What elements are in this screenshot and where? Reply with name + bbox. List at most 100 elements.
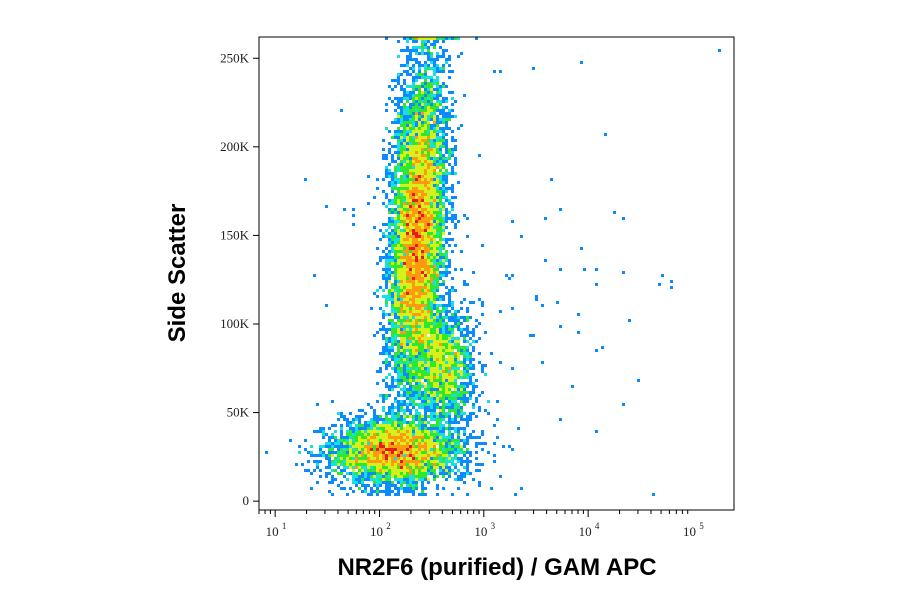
density-cell <box>406 439 409 442</box>
density-cell <box>400 337 403 340</box>
density-cell <box>433 163 436 166</box>
density-cell <box>451 421 454 424</box>
density-cell <box>433 433 436 436</box>
density-cell <box>469 472 472 475</box>
density-cell <box>409 298 412 301</box>
density-cell <box>403 175 406 178</box>
density-cell <box>418 346 421 349</box>
density-cell <box>427 262 430 265</box>
density-cell <box>442 214 445 217</box>
density-cell <box>352 430 355 433</box>
density-cell <box>388 478 391 481</box>
density-cell <box>412 166 415 169</box>
density-cell <box>340 451 343 454</box>
density-cell <box>391 88 394 91</box>
density-cell <box>460 361 463 364</box>
density-cell <box>442 256 445 259</box>
density-cell <box>412 121 415 124</box>
density-cell <box>343 457 346 460</box>
density-cell <box>391 436 394 439</box>
density-cell <box>391 349 394 352</box>
density-cell <box>382 475 385 478</box>
density-cell <box>415 73 418 76</box>
density-cell <box>409 85 412 88</box>
y-tick-label: 100K <box>220 316 250 331</box>
density-cell <box>430 154 433 157</box>
density-cell <box>421 472 424 475</box>
density-cell <box>439 331 442 334</box>
density-cell <box>412 262 415 265</box>
density-cell <box>448 379 451 382</box>
density-cell <box>436 259 439 262</box>
density-cell <box>445 466 448 469</box>
density-cell <box>367 175 370 178</box>
density-cell <box>313 469 316 472</box>
density-cell <box>412 406 415 409</box>
density-cell <box>418 199 421 202</box>
density-cell <box>418 349 421 352</box>
density-cell <box>394 442 397 445</box>
density-cell <box>343 445 346 448</box>
density-cell <box>394 421 397 424</box>
density-cell <box>394 193 397 196</box>
density-cell <box>421 370 424 373</box>
density-cell <box>349 439 352 442</box>
density-cell <box>448 436 451 439</box>
density-cell <box>361 463 364 466</box>
density-cell <box>406 226 409 229</box>
density-cell <box>379 238 382 241</box>
density-cell <box>466 352 469 355</box>
density-cell <box>460 382 463 385</box>
density-cell <box>358 487 361 490</box>
density-cell <box>364 466 367 469</box>
density-cell <box>394 121 397 124</box>
density-cell <box>337 451 340 454</box>
density-cell <box>391 490 394 493</box>
density-cell <box>433 319 436 322</box>
density-cell <box>415 460 418 463</box>
density-cell <box>415 220 418 223</box>
density-cell <box>364 460 367 463</box>
density-cell <box>400 73 403 76</box>
density-cell <box>403 136 406 139</box>
density-cell <box>349 487 352 490</box>
density-cell <box>436 343 439 346</box>
density-cell <box>466 466 469 469</box>
density-cell <box>466 469 469 472</box>
density-cell <box>403 325 406 328</box>
density-cell <box>418 439 421 442</box>
density-cell <box>415 301 418 304</box>
density-cell <box>430 448 433 451</box>
density-cell <box>379 427 382 430</box>
density-cell <box>427 214 430 217</box>
density-cell <box>460 409 463 412</box>
density-cell <box>430 55 433 58</box>
density-cell <box>388 274 391 277</box>
density-cell <box>400 190 403 193</box>
density-cell <box>325 205 328 208</box>
density-cell <box>418 121 421 124</box>
density-cell <box>346 421 349 424</box>
density-cell <box>418 418 421 421</box>
density-cell <box>409 199 412 202</box>
density-cell <box>412 313 415 316</box>
density-cell <box>406 340 409 343</box>
density-cell <box>436 91 439 94</box>
density-cell <box>445 274 448 277</box>
density-cell <box>385 175 388 178</box>
density-cell <box>439 349 442 352</box>
density-cell <box>415 109 418 112</box>
density-cell <box>331 463 334 466</box>
density-cell <box>397 274 400 277</box>
density-cell <box>430 325 433 328</box>
density-cell <box>421 133 424 136</box>
density-cell <box>400 259 403 262</box>
density-cell <box>397 454 400 457</box>
density-cell <box>391 460 394 463</box>
density-cell <box>418 457 421 460</box>
density-cell <box>430 268 433 271</box>
density-cell <box>424 364 427 367</box>
density-cell <box>415 472 418 475</box>
density-cell <box>448 388 451 391</box>
density-cell <box>355 481 358 484</box>
